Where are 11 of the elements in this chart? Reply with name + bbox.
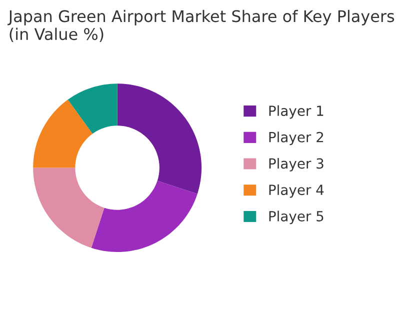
legend-label: Player 2: [269, 132, 324, 146]
donut-slice: [91, 180, 198, 252]
legend-label: Player 1: [269, 105, 324, 119]
legend-label: Player 4: [269, 184, 324, 198]
legend-label: Player 3: [269, 158, 324, 172]
chart-title: Japan Green Airport Market Share of Key Players (in Value %): [8, 10, 394, 42]
legend-label: Player 5: [269, 210, 324, 224]
donut-slice: [68, 84, 118, 134]
donut-slice: [33, 168, 104, 248]
donut-slice: [33, 100, 93, 168]
donut-slice: [117, 84, 202, 194]
